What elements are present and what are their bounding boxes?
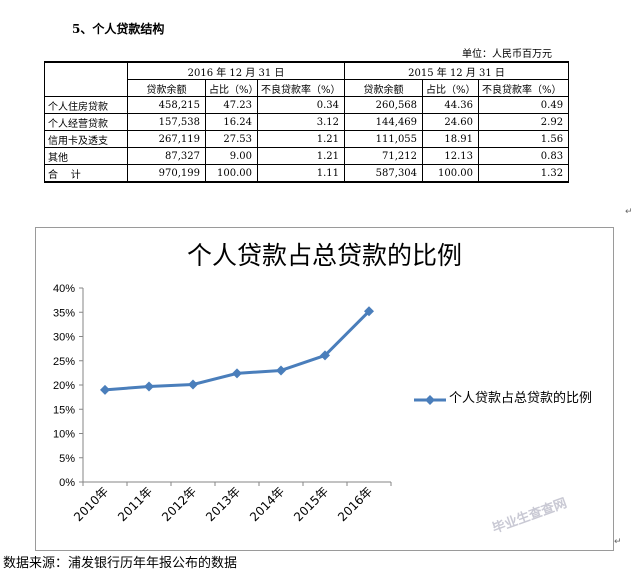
cell: 267,119	[127, 130, 206, 148]
col-header: 贷款余额	[127, 79, 206, 97]
data-point-marker	[100, 384, 110, 395]
paragraph-mark-icon: ↵	[614, 537, 622, 547]
table-row: 其他 87,327 9.00 1.21 71,212 12.13 0.83	[44, 147, 570, 165]
cell: 1.11	[256, 164, 346, 183]
cell: 157,538	[127, 113, 206, 131]
row-label: 合 计	[44, 164, 128, 183]
table-row: 个人住房贷款 458,215 47.23 0.34 260,568 44.36 …	[44, 96, 570, 114]
y-tick-label: 25%	[53, 356, 75, 368]
y-tick-label: 40%	[53, 283, 75, 295]
cell: 44.36	[422, 96, 480, 114]
cell: 100.00	[205, 164, 258, 183]
cell: 0.83	[478, 147, 570, 165]
row-label: 个人经营贷款	[44, 113, 128, 131]
table-row: 信用卡及透支 267,119 27.53 1.21 111,055 18.91 …	[44, 130, 570, 148]
y-tick-label: 30%	[53, 332, 75, 344]
cell: 1.21	[256, 130, 346, 148]
y-tick-label: 0%	[59, 477, 75, 489]
cell: 970,199	[127, 164, 206, 183]
period-header-2016: 2016 年 12 月 31 日	[126, 61, 346, 80]
cell: 47.23	[205, 96, 258, 114]
table-row: 个人经营贷款 157,538 16.24 3.12 144,469 24.60 …	[44, 113, 570, 131]
chart-title: 个人贷款占总贷款的比例	[186, 241, 462, 270]
cell: 87,327	[127, 147, 206, 165]
cell: 260,568	[344, 96, 424, 114]
col-header: 占比（%）	[422, 79, 480, 97]
cell: 1.32	[478, 164, 570, 183]
cell: 9.00	[205, 147, 258, 165]
y-tick-label: 15%	[53, 404, 75, 416]
y-tick-label: 35%	[53, 307, 75, 319]
cell: 16.24	[205, 113, 258, 131]
legend-marker-icon	[425, 395, 435, 405]
table-corner-cell	[44, 61, 128, 97]
cell: 71,212	[344, 147, 424, 165]
y-tick-label: 20%	[53, 380, 75, 392]
col-header: 贷款余额	[344, 79, 424, 97]
legend-label: 个人贷款占总贷款的比例	[449, 391, 593, 406]
cell: 1.21	[256, 147, 346, 165]
cell: 0.49	[478, 96, 570, 114]
y-tick-label: 10%	[53, 429, 75, 441]
cell: 1.56	[478, 130, 570, 148]
cell: 100.00	[422, 164, 480, 183]
y-tick-label: 5%	[59, 453, 75, 465]
line-chart: 0% 5% 10% 15% 20% 25% 30% 35% 40% 2010年 2011年 2012年…	[53, 283, 446, 524]
period-header-2015: 2015 年 12 月 31 日	[344, 61, 570, 80]
data-point-marker	[320, 350, 330, 361]
row-label: 个人住房贷款	[44, 96, 128, 114]
x-tick-label: 2010年	[71, 484, 111, 524]
unit-label: 单位：人民币百万元	[462, 49, 552, 60]
cell: 2.92	[478, 113, 570, 131]
col-header: 不良贷款率（%）	[256, 79, 346, 97]
cell: 111,055	[344, 130, 424, 148]
source-note: 数据来源：浦发银行历年年报公布的数据	[3, 556, 238, 571]
data-point-marker	[144, 381, 154, 392]
cell: 587,304	[344, 164, 424, 183]
cell: 3.12	[256, 113, 346, 131]
section-title: 5、个人贷款结构	[72, 22, 165, 36]
paragraph-mark-icon: ↵	[625, 207, 633, 217]
data-point-marker	[364, 306, 374, 317]
x-tick-label: 2011年	[115, 484, 155, 524]
data-point-marker	[276, 365, 286, 376]
table-row-total: 合 计 970,199 100.00 1.11 587,304 100.00 1…	[44, 164, 570, 183]
data-point-marker	[232, 368, 242, 379]
cell: 458,215	[127, 96, 206, 114]
x-tick-label: 2012年	[159, 484, 199, 524]
cell: 0.34	[256, 96, 346, 114]
col-header: 占比（%）	[205, 79, 258, 97]
row-label: 信用卡及透支	[44, 130, 128, 148]
col-header: 不良贷款率（%）	[478, 79, 570, 97]
cell: 24.60	[422, 113, 480, 131]
cell: 18.91	[422, 130, 480, 148]
cell: 144,469	[344, 113, 424, 131]
row-label: 其他	[44, 147, 128, 165]
cell: 27.53	[205, 130, 258, 148]
cell: 12.13	[422, 147, 480, 165]
data-point-marker	[188, 379, 198, 390]
x-tick-label: 2013年	[203, 484, 243, 524]
x-tick-label: 2016年	[335, 484, 375, 524]
loan-structure-table: 2016 年 12 月 31 日 2015 年 12 月 31 日 贷款余额 占…	[44, 61, 570, 183]
x-tick-label: 2014年	[247, 484, 287, 524]
chart-container: 个人贷款占总贷款的比例 0% 5% 10% 15% 20% 25% 30% 35% 40% 201…	[35, 227, 614, 551]
x-tick-label: 2015年	[291, 484, 331, 524]
